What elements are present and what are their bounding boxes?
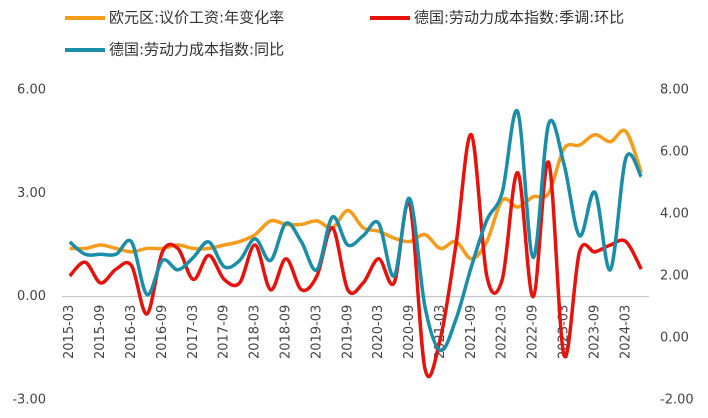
x-tick-label: 2017-09 (217, 305, 232, 359)
x-tick-label: 2016-03 (124, 305, 139, 359)
series-line (68, 108, 643, 353)
x-tick-label: 2015-03 (62, 305, 77, 359)
x-tick-label: 2019-09 (340, 305, 355, 359)
x-tick-label: 2015-09 (93, 305, 108, 359)
x-tick-label: 2021-09 (464, 305, 479, 359)
x-tick-label: 2023-09 (587, 305, 602, 359)
x-tick-label: 2022-09 (526, 305, 541, 359)
series-line (68, 133, 643, 379)
y2-tick-label: -2.00 (660, 393, 694, 408)
y2-tick-label: 0.00 (660, 331, 689, 346)
y-tick-label: 6.00 (17, 83, 46, 98)
x-tick-label: 2020-03 (371, 305, 386, 359)
x-tick-label: 2019-03 (309, 305, 324, 359)
y2-tick-label: 2.00 (660, 269, 689, 284)
y2-tick-label: 6.00 (660, 145, 689, 160)
legend-label: 德国:劳动力成本指数:季调:环比 (414, 9, 624, 27)
y2-tick-label: 8.00 (660, 83, 689, 98)
legend-label: 德国:劳动力成本指数:同比 (109, 41, 284, 59)
x-tick-label: 2017-03 (186, 305, 201, 359)
x-tick-label: 2020-09 (402, 305, 417, 359)
y-tick-label: 3.00 (17, 186, 46, 201)
x-tick-label: 2022-03 (495, 305, 510, 359)
y2-tick-label: 4.00 (660, 207, 689, 222)
y-tick-label: -3.00 (12, 393, 46, 408)
y-tick-label: 0.00 (17, 289, 46, 304)
x-tick-label: 2016-09 (155, 305, 170, 359)
legend-label: 欧元区:议价工资:年变化率 (109, 9, 284, 27)
x-tick-label: 2018-03 (248, 305, 263, 359)
x-tick-label: 2018-09 (278, 305, 293, 359)
x-tick-label: 2024-03 (618, 305, 633, 359)
